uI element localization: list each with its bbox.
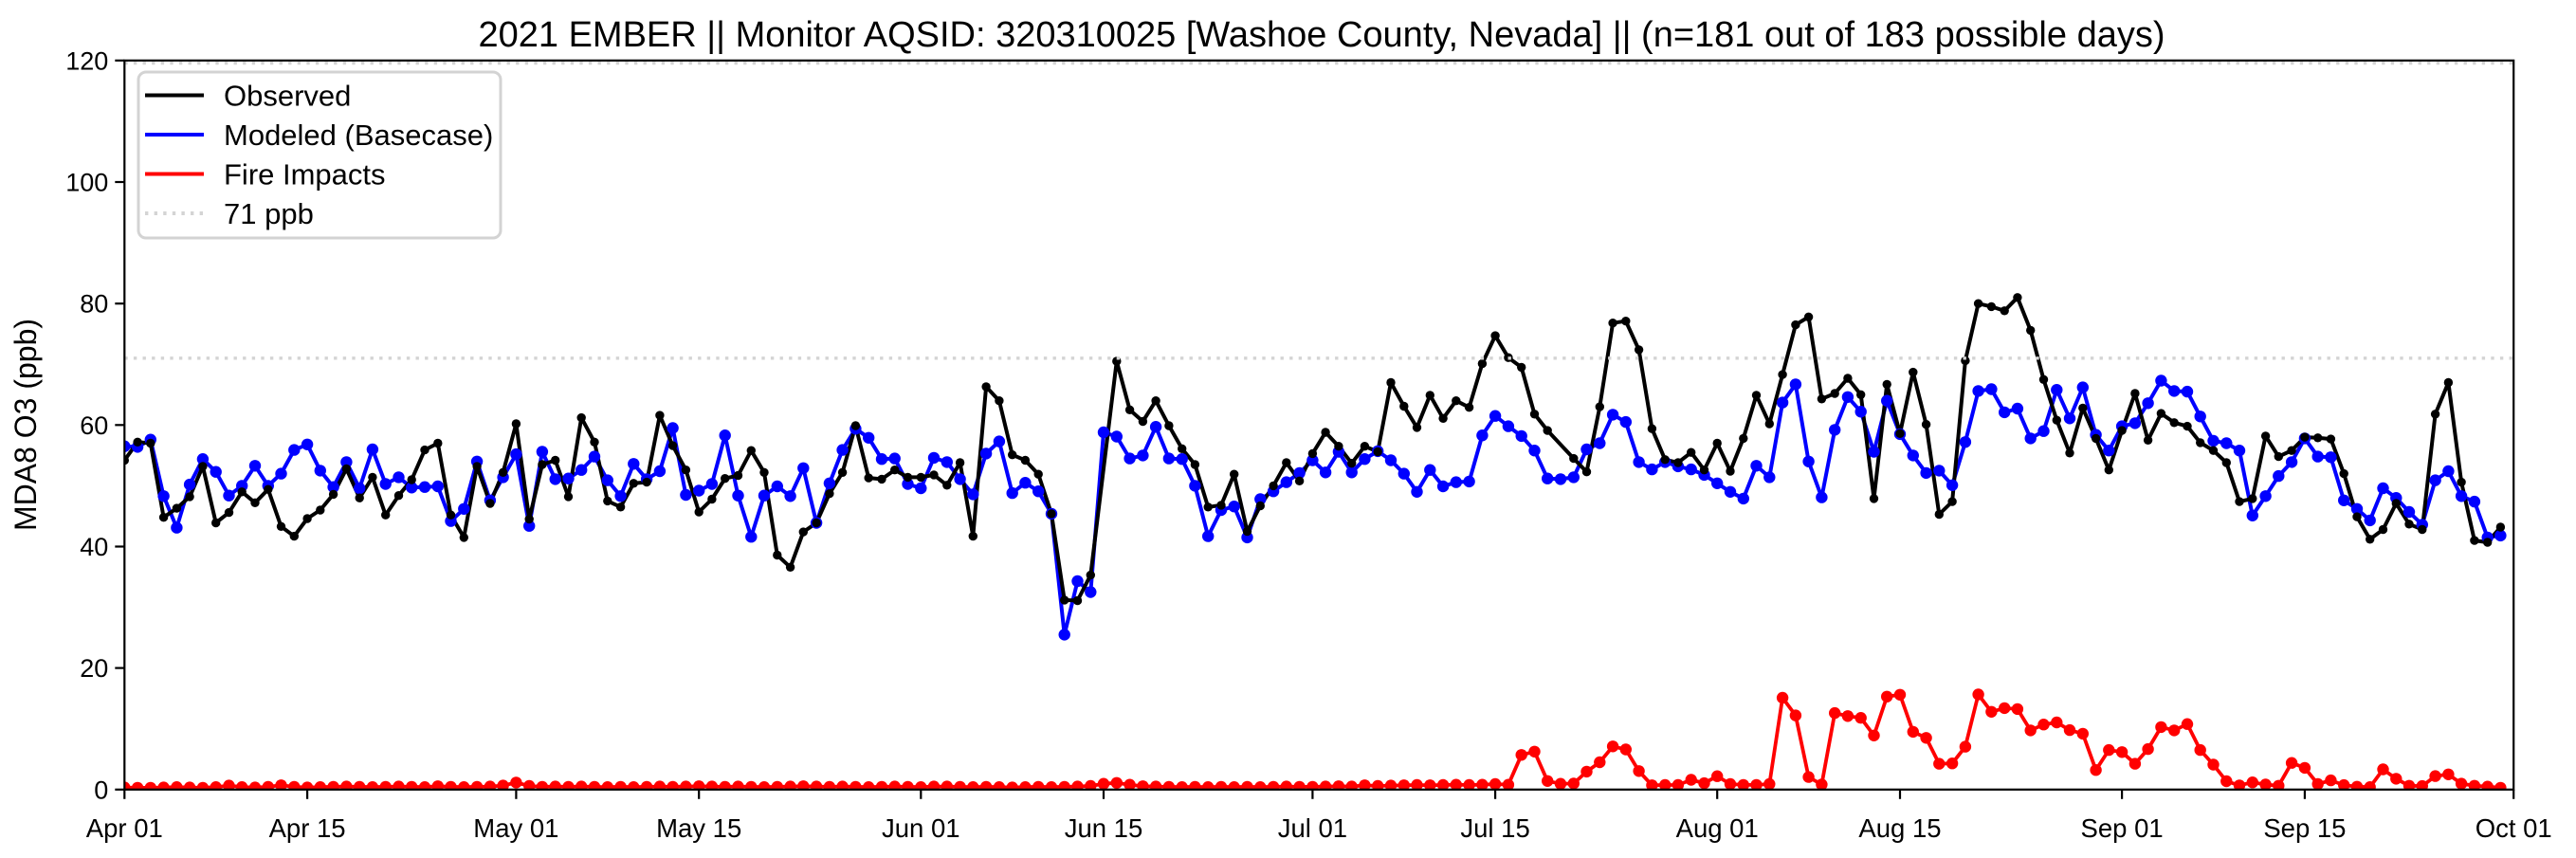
svg-text:Jun 01: Jun 01 [882, 813, 960, 843]
svg-text:20: 20 [80, 654, 108, 683]
svg-text:Apr 15: Apr 15 [269, 813, 346, 843]
svg-text:Oct 01: Oct 01 [2476, 813, 2552, 843]
svg-text:120: 120 [65, 46, 108, 75]
svg-text:Modeled (Basecase): Modeled (Basecase) [224, 119, 493, 152]
svg-text:Jun 15: Jun 15 [1065, 813, 1143, 843]
svg-text:Fire Impacts: Fire Impacts [224, 158, 386, 192]
svg-text:Jul 15: Jul 15 [1460, 813, 1529, 843]
svg-text:Aug 15: Aug 15 [1858, 813, 1941, 843]
svg-text:2021 EMBER || Monitor AQSID: 3: 2021 EMBER || Monitor AQSID: 320310025 [… [478, 15, 2165, 55]
svg-text:100: 100 [65, 169, 108, 197]
svg-text:0: 0 [94, 776, 108, 804]
svg-text:Apr 01: Apr 01 [86, 813, 163, 843]
svg-text:40: 40 [80, 533, 108, 561]
svg-text:Sep 15: Sep 15 [2263, 813, 2346, 843]
svg-text:Sep 01: Sep 01 [2081, 813, 2164, 843]
svg-text:Observed: Observed [224, 80, 351, 113]
svg-text:Aug 01: Aug 01 [1676, 813, 1759, 843]
svg-text:80: 80 [80, 290, 108, 319]
svg-text:60: 60 [80, 411, 108, 440]
svg-text:May 15: May 15 [656, 813, 741, 843]
svg-text:May 01: May 01 [473, 813, 558, 843]
svg-text:MDA8 O3 (ppb): MDA8 O3 (ppb) [9, 319, 43, 531]
svg-text:71 ppb: 71 ppb [224, 197, 314, 230]
svg-text:Jul 01: Jul 01 [1278, 813, 1347, 843]
